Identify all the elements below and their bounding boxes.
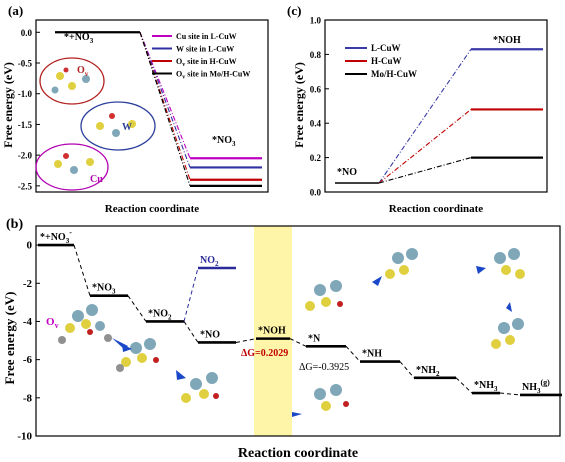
chart-b: (b) 0 -2 -4 -6 -8 -10 Free energy (eV) Reacti… — [2, 218, 562, 461]
panel-label: (a) — [8, 3, 23, 18]
state-label: *NH3 — [474, 380, 498, 393]
y-axis-label: Free energy (eV) — [2, 292, 17, 385]
ov-label: Ov — [46, 316, 59, 330]
structure-illustration — [116, 338, 159, 372]
y-tick-label: 0.4 — [310, 119, 322, 129]
delta-g-label: ΔG=0.2029 — [241, 348, 288, 359]
y-tick-label: -0.5 — [18, 59, 33, 69]
legend-label: Mo/H-CuW — [371, 69, 417, 79]
transition-line — [289, 338, 307, 347]
x-axis-label: Reaction coordinate — [389, 203, 484, 215]
x-axis-label: Reaction coordinate — [105, 203, 200, 215]
transition-line — [139, 32, 191, 168]
y-tick-label: 0.8 — [310, 50, 322, 60]
structure-illustration — [491, 318, 524, 349]
chart-a: (a) 0.0 -0.5 -1.0 -1.5 -2.0 -2.5 Free energy … — [1, 3, 269, 215]
transition-line — [378, 157, 472, 184]
legend: Cu site in L-CuW W site in L-CuW Ov site i… — [152, 32, 250, 81]
y-tick-label: -2.0 — [18, 151, 33, 161]
y-tick-label: 1.0 — [310, 16, 322, 26]
state-label: *NH — [362, 349, 382, 360]
y-tick-label: -6 — [23, 354, 33, 366]
y-tick-label: -1.5 — [18, 120, 33, 130]
state-label-noh: *NOH — [493, 35, 521, 46]
state-label: NH3(g) — [522, 378, 550, 395]
state-label: *NH2 — [416, 365, 440, 378]
transition-line — [183, 267, 199, 322]
state-label-end: *NO3 — [212, 135, 236, 148]
chart-c: (c) 0.00.20.40.60.81.0 Free energy (eV) … — [287, 3, 548, 215]
structure-illustration — [305, 280, 343, 311]
state-label-no: *NO — [337, 167, 357, 178]
state-label: *NO3 — [92, 283, 116, 296]
structure-illustration — [181, 372, 219, 403]
transition-line — [73, 244, 91, 296]
transition-line — [378, 48, 472, 184]
ov-label: Ov — [77, 65, 89, 78]
inset-cu-site: Cu — [35, 143, 109, 191]
state-label-start: *+NO3- — [64, 28, 96, 45]
state-label: *NO — [200, 329, 220, 340]
panel-label: (c) — [287, 3, 301, 18]
delta-g-label: ΔG=-0.3925 — [299, 362, 349, 373]
flow-arrows — [112, 266, 512, 417]
y-tick-label: -2.5 — [18, 181, 33, 191]
legend-label: H-CuW — [371, 56, 402, 66]
y-tick-label: 0 — [27, 240, 33, 252]
plot-frame — [35, 225, 561, 437]
highlight-band — [254, 226, 292, 436]
legend-label: Ov site in H-CuW — [176, 57, 237, 68]
transition-line — [139, 32, 191, 180]
cu-label: Cu — [90, 174, 103, 185]
transition-line — [455, 377, 473, 394]
y-axis-label: Free energy (eV) — [292, 62, 306, 148]
y-tick-label: 0.6 — [310, 84, 322, 94]
y-tick-label: -2 — [23, 278, 33, 290]
transition-line — [139, 32, 191, 187]
transition-line — [127, 295, 147, 322]
transition-line — [235, 338, 257, 343]
x-axis-label: Reaction coordinate — [238, 446, 358, 461]
y-tick-label: 0.2 — [310, 153, 322, 163]
legend-label: L-CuW — [371, 43, 401, 53]
structure-illustration — [58, 304, 112, 344]
y-tick-label: 0.0 — [310, 188, 322, 198]
state-label: *+NO3- — [40, 228, 72, 245]
y-tick-label: 0.0 — [21, 28, 33, 38]
transition-line — [345, 345, 361, 362]
structure-illustration — [494, 248, 525, 279]
transition-line — [499, 392, 521, 396]
legend-label: W site in L-CuW — [176, 45, 234, 54]
legend-label: Ov site in Mo/H-CuW — [176, 70, 250, 81]
transition-line — [183, 321, 199, 343]
state-label: NO2 — [200, 255, 219, 268]
plot-frame — [35, 19, 269, 193]
structure-illustration — [385, 248, 418, 279]
legend-label: Cu site in L-CuW — [176, 32, 237, 41]
transition-line — [378, 109, 472, 184]
legend: L-CuW H-CuW Mo/H-CuW — [345, 43, 417, 79]
y-tick-label: -4 — [23, 316, 33, 328]
y-axis-label: Free energy (eV) — [1, 62, 15, 148]
state-label: *NOH — [258, 326, 286, 337]
state-label: *N — [308, 333, 321, 344]
y-tick-label: -1.0 — [18, 89, 33, 99]
plot-frame — [324, 19, 548, 193]
transition-line — [399, 361, 415, 379]
y-tick-label: -10 — [17, 431, 32, 443]
y-tick-label: -8 — [23, 392, 33, 404]
state-label: *NO2 — [148, 308, 172, 321]
panel-label: (b) — [6, 218, 23, 232]
w-label: W — [122, 122, 132, 133]
inset-ov-site: Ov — [39, 57, 105, 105]
structure-illustration — [314, 384, 349, 411]
inset-w-site: W — [80, 101, 156, 151]
